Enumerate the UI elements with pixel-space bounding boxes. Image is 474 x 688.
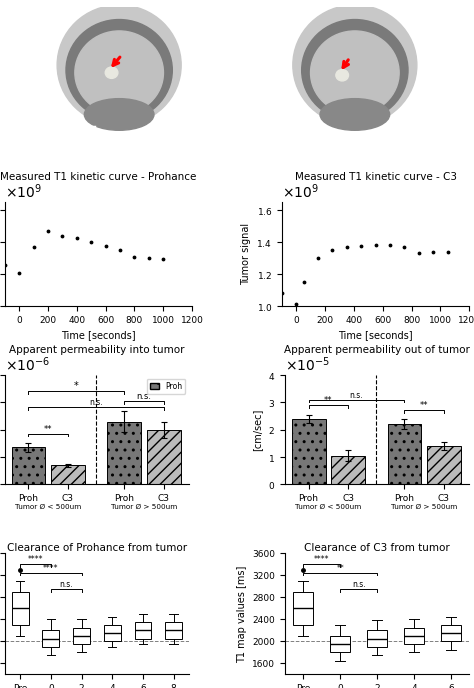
Text: n.s.: n.s. bbox=[137, 392, 152, 401]
X-axis label: Time [seconds]: Time [seconds] bbox=[61, 330, 136, 341]
Bar bbox=[388, 424, 421, 484]
PathPatch shape bbox=[165, 622, 182, 638]
Bar bbox=[51, 465, 85, 484]
Bar bbox=[331, 455, 365, 484]
Text: n.s.: n.s. bbox=[59, 580, 73, 589]
Ellipse shape bbox=[57, 5, 181, 125]
Bar bbox=[11, 447, 46, 484]
Y-axis label: Tumor signal: Tumor signal bbox=[241, 223, 251, 286]
Bar bbox=[107, 422, 141, 484]
PathPatch shape bbox=[330, 636, 350, 652]
Ellipse shape bbox=[336, 69, 348, 81]
Legend: Proh: Proh bbox=[147, 379, 185, 394]
PathPatch shape bbox=[73, 627, 90, 644]
PathPatch shape bbox=[441, 625, 461, 641]
PathPatch shape bbox=[367, 630, 387, 647]
Text: b: b bbox=[295, 11, 305, 25]
Text: Tumor Ø > 500um: Tumor Ø > 500um bbox=[391, 504, 457, 510]
Text: Tumor Ø < 500um: Tumor Ø < 500um bbox=[295, 504, 362, 510]
Text: n.s.: n.s. bbox=[350, 391, 364, 400]
Title: Clearance of Prohance from tumor: Clearance of Prohance from tumor bbox=[7, 543, 187, 552]
Title: Measured T1 kinetic curve - C3: Measured T1 kinetic curve - C3 bbox=[295, 172, 456, 182]
Text: **: ** bbox=[44, 424, 53, 433]
PathPatch shape bbox=[104, 625, 121, 641]
Text: ****: **** bbox=[314, 555, 329, 564]
Text: Tumor Ø > 500um: Tumor Ø > 500um bbox=[111, 504, 177, 510]
Ellipse shape bbox=[320, 98, 390, 130]
Ellipse shape bbox=[310, 31, 399, 114]
Y-axis label: T1 map values [ms]: T1 map values [ms] bbox=[237, 565, 246, 663]
Text: n.s.: n.s. bbox=[89, 398, 103, 407]
Bar bbox=[147, 430, 181, 484]
Title: Apparent permeability into tumor: Apparent permeability into tumor bbox=[9, 345, 185, 354]
Bar bbox=[427, 446, 461, 484]
Title: Measured T1 kinetic curve - Prohance: Measured T1 kinetic curve - Prohance bbox=[0, 172, 197, 182]
Ellipse shape bbox=[84, 98, 154, 130]
Y-axis label: [cm/sec]: [cm/sec] bbox=[253, 409, 263, 451]
Text: ****: **** bbox=[43, 563, 59, 572]
PathPatch shape bbox=[293, 592, 313, 625]
PathPatch shape bbox=[12, 592, 28, 625]
Text: n.s.: n.s. bbox=[352, 580, 365, 589]
PathPatch shape bbox=[135, 622, 151, 638]
Text: **: ** bbox=[420, 401, 428, 410]
Ellipse shape bbox=[66, 19, 173, 121]
Ellipse shape bbox=[293, 5, 417, 125]
X-axis label: Time [seconds]: Time [seconds] bbox=[338, 330, 413, 341]
Title: Clearance of C3 from tumor: Clearance of C3 from tumor bbox=[304, 543, 450, 552]
Text: **: ** bbox=[324, 396, 333, 405]
Text: ****: **** bbox=[27, 555, 43, 564]
Text: a: a bbox=[60, 11, 69, 25]
Ellipse shape bbox=[75, 31, 164, 114]
Ellipse shape bbox=[301, 19, 408, 121]
Text: **: ** bbox=[337, 563, 344, 572]
PathPatch shape bbox=[404, 627, 424, 644]
Text: Tumor Ø < 500um: Tumor Ø < 500um bbox=[15, 504, 81, 510]
Ellipse shape bbox=[105, 67, 118, 78]
Text: *: * bbox=[74, 381, 79, 391]
PathPatch shape bbox=[42, 630, 59, 647]
Bar bbox=[292, 419, 326, 484]
Title: Apparent permeability out of tumor: Apparent permeability out of tumor bbox=[284, 345, 470, 354]
